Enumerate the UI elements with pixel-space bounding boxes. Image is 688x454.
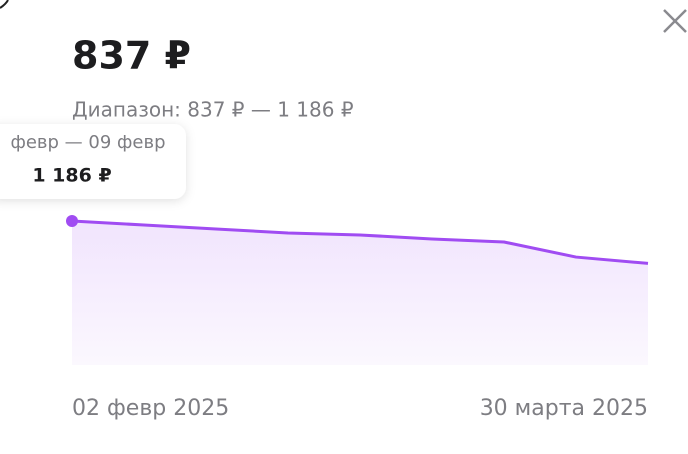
tooltip: февр — 09 февр 1 186 ₽ <box>0 124 186 199</box>
corner-edge <box>0 0 9 9</box>
close-button[interactable] <box>663 9 687 33</box>
selected-point <box>66 215 78 227</box>
x-tick-label: 30 марта 2025 <box>480 396 648 421</box>
plot <box>66 215 649 365</box>
price-line <box>71 219 649 265</box>
tooltip-date: февр — 09 февр <box>10 132 165 153</box>
tooltip-box <box>0 124 186 199</box>
price-range: Диапазон: 837 ₽ — 1 186 ₽ <box>72 98 354 122</box>
x-tick-label: 02 февр 2025 <box>72 396 229 421</box>
current-price: 837 ₽ <box>72 34 191 78</box>
tooltip-value: 1 186 ₽ <box>32 165 111 187</box>
area-fill <box>72 221 648 365</box>
